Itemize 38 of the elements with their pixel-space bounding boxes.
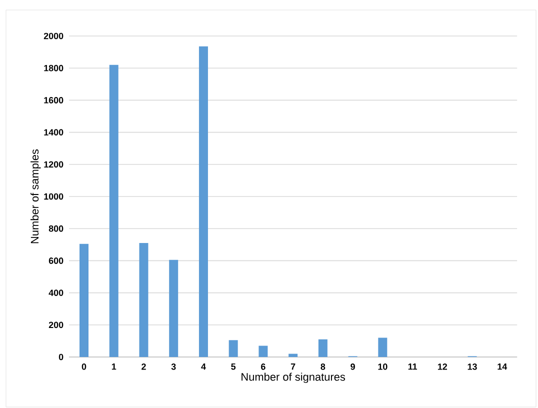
x-tick-label: 7 [290,364,296,370]
x-tick-label: 9 [350,364,355,370]
y-tick-label: 400 [48,290,64,296]
y-tick-label: 1800 [44,64,64,72]
x-tick-label: 14 [498,364,508,370]
x-axis-title: Number of signatures [242,372,346,383]
x-tick-label: 10 [378,364,388,370]
bar [109,64,118,357]
bar [378,338,388,357]
bar [139,243,148,357]
bar [288,354,298,357]
y-axis-title: Number of samples [30,149,41,244]
bar [198,46,208,357]
x-tick-label: 6 [261,364,266,370]
y-tick-label: 1000 [44,193,64,200]
bar [169,260,178,357]
x-tick-label: 8 [320,364,326,370]
x-tick-label: 3 [171,364,176,370]
x-tick-label: 4 [201,364,206,370]
y-tick-label: 200 [48,322,64,328]
y-tick-label: 800 [48,225,64,232]
x-tick-label: 1 [112,364,116,370]
y-tick-label: 1200 [44,161,64,168]
y-tick-label: 2000 [44,32,64,40]
x-tick-label: 13 [468,364,477,370]
x-tick-label: 2 [142,364,146,370]
bar [318,339,328,357]
bar [228,340,238,357]
x-tick-label: 12 [438,364,448,370]
x-tick-label: 5 [231,364,236,370]
y-tick-label: 600 [48,258,64,264]
x-tick-label: 0 [82,364,86,370]
y-tick-label: 1600 [44,97,64,104]
y-tick-label: 1400 [44,129,64,136]
bar [80,244,88,357]
bar [258,346,268,357]
y-tick-label: 0 [58,354,64,360]
x-tick-label: 11 [408,364,418,370]
